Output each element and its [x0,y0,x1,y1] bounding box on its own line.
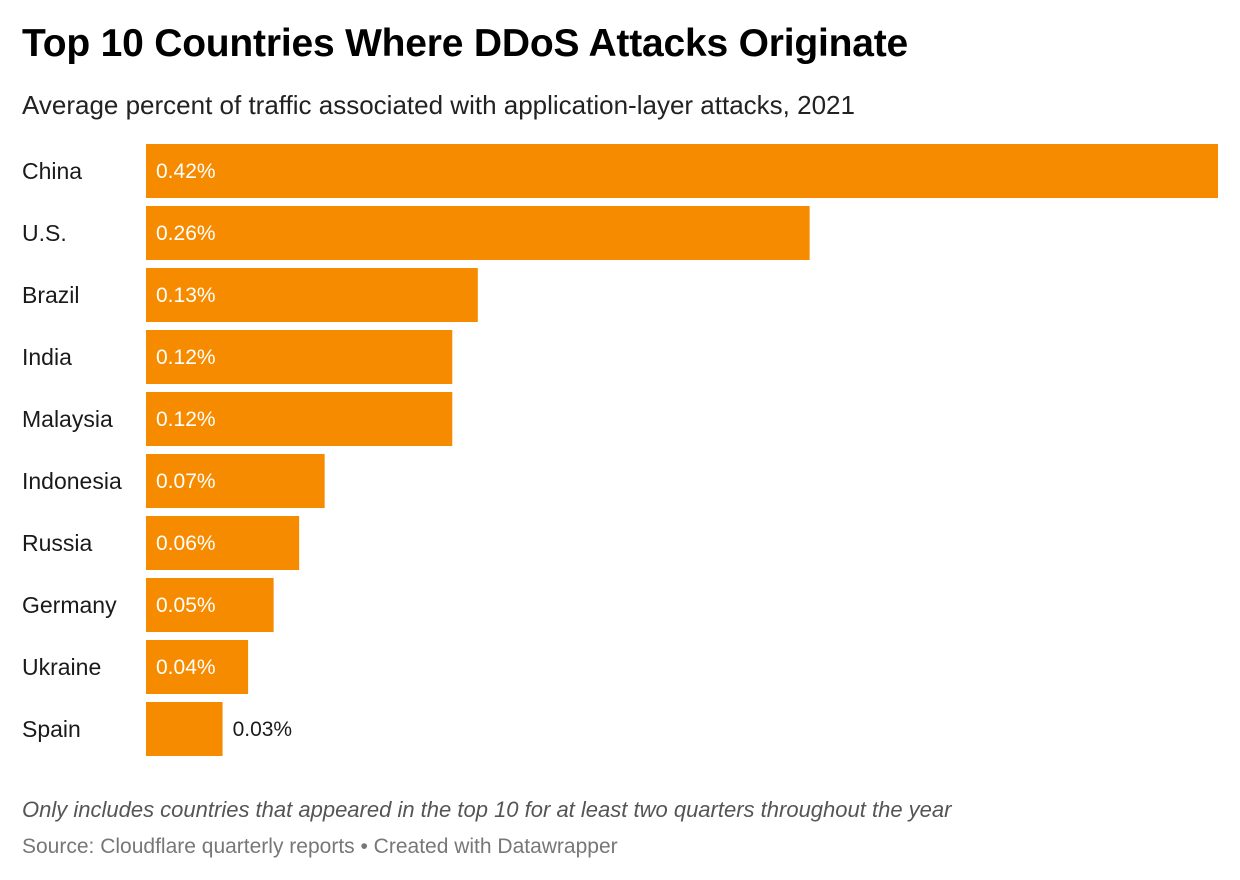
bar-china [146,144,1218,198]
bar-chart: China 0.42% U.S. 0.26% Brazil 0.13% India 0.12%… [22,144,1218,756]
category-label-spain: Spain [22,716,81,742]
value-label-india: 0.12% [156,346,216,369]
value-label-spain: 0.03% [233,718,293,741]
bar-brazil [146,268,478,322]
chart-note: Only includes countries that appeared in… [22,797,952,822]
bar-russia [146,516,300,570]
bar-u-s [146,206,810,260]
bar-spain [146,702,223,756]
category-label-india: India [22,344,72,370]
category-label-malaysia: Malaysia [22,406,113,432]
chart-source: Source: Cloudflare quarterly reports • C… [22,835,618,858]
bar-indonesia [146,454,325,508]
bar-india [146,330,453,384]
category-label-brazil: Brazil [22,282,80,308]
bar-ukraine [146,640,249,694]
value-label-indonesia: 0.07% [156,470,216,493]
chart-subtitle: Average percent of traffic associated wi… [22,90,855,120]
value-label-malaysia: 0.12% [156,408,216,431]
value-label-china: 0.42% [156,160,216,183]
category-label-indonesia: Indonesia [22,468,122,494]
category-label-germany: Germany [22,592,117,618]
bar-malaysia [146,392,453,446]
value-label-u-s: 0.26% [156,222,216,245]
bar-germany [146,578,274,632]
value-label-brazil: 0.13% [156,284,216,307]
chart-title: Top 10 Countries Where DDoS Attacks Orig… [22,22,908,65]
category-label-china: China [22,158,82,184]
category-label-ukraine: Ukraine [22,654,101,680]
value-label-ukraine: 0.04% [156,656,216,679]
category-label-russia: Russia [22,530,93,556]
value-label-germany: 0.05% [156,594,216,617]
value-label-russia: 0.06% [156,532,216,555]
category-label-u-s: U.S. [22,220,67,246]
